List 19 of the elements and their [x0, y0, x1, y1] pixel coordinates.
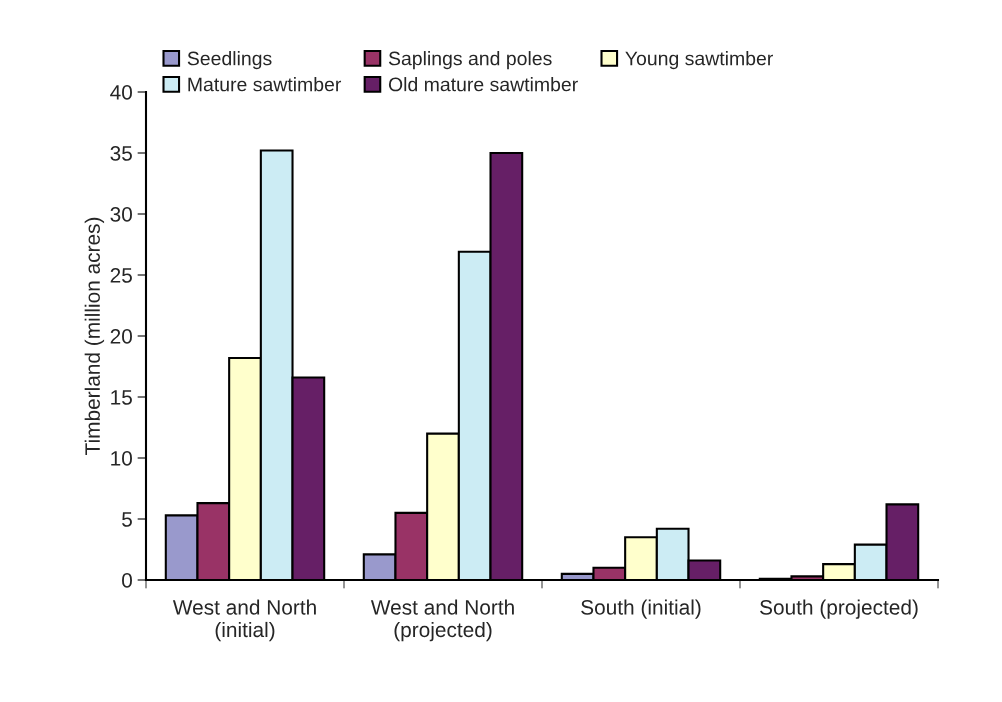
x-tick-label: West and North (projected): [370, 599, 514, 642]
x-tick-label: South (projected): [760, 599, 918, 619]
y-tick-label: 20: [110, 329, 132, 344]
x-tick-label: West and North (initial): [172, 599, 316, 642]
y-tick-label: 35: [110, 146, 132, 161]
legend-label: Young sawtimber: [625, 51, 773, 70]
legend-label: Saplings and poles: [388, 51, 552, 70]
y-axis-title: Timberland (million acres): [84, 217, 105, 455]
y-tick-label: 30: [110, 207, 132, 222]
y-tick-label: 15: [111, 390, 132, 405]
legend-label: Old mature sawtimber: [388, 77, 578, 92]
y-tick-label: 25: [110, 268, 132, 283]
x-tick-label: South (initial): [581, 599, 701, 619]
y-tick-label: 40: [110, 85, 132, 100]
y-tick-label: 5: [122, 512, 132, 527]
y-tick-label: 10: [111, 451, 132, 466]
legend-label: Mature sawtimber: [188, 77, 342, 92]
y-tick-label: 0: [122, 573, 132, 588]
legend-label: Seedlings: [187, 51, 272, 70]
